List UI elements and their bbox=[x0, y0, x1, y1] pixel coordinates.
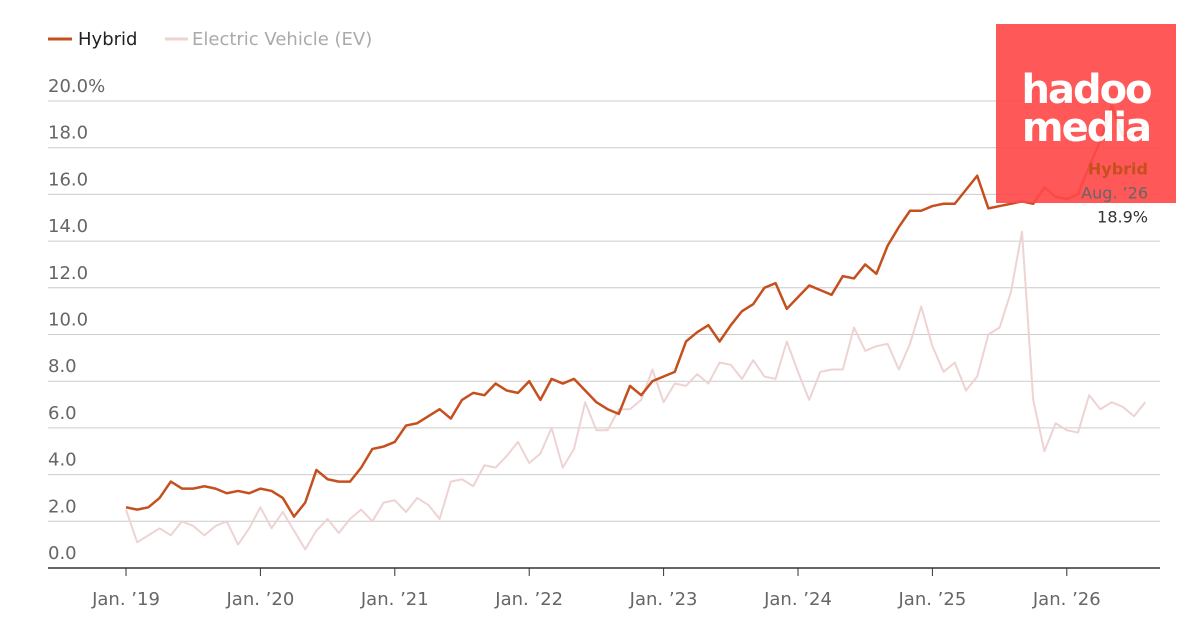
y-tick-label: 6.0 bbox=[48, 403, 77, 424]
x-tick-label: Jan. ’24 bbox=[763, 589, 832, 610]
x-tick-label: Jan. ’25 bbox=[897, 589, 966, 610]
y-tick-label: 10.0 bbox=[48, 310, 88, 331]
x-tick-label: Jan. ’23 bbox=[629, 589, 698, 610]
y-tick-label: 18.0 bbox=[48, 123, 88, 144]
annotation-date: Aug. ’26 bbox=[1081, 184, 1148, 203]
y-tick-label: 20.0% bbox=[48, 76, 105, 97]
x-tick-label: Jan. ’22 bbox=[494, 589, 563, 610]
y-tick-label: 14.0 bbox=[48, 216, 88, 237]
y-tick-label: 8.0 bbox=[48, 356, 77, 377]
legend-label: Electric Vehicle (EV) bbox=[192, 29, 372, 50]
line-1 bbox=[125, 230, 1146, 551]
line-0 bbox=[125, 104, 1146, 518]
watermark-text: hadoo bbox=[1021, 67, 1151, 113]
y-tick-label: 12.0 bbox=[48, 263, 88, 284]
watermark-text: media bbox=[1022, 105, 1150, 151]
x-tick-label: Jan. ’20 bbox=[225, 589, 294, 610]
x-tick-label: Jan. ’21 bbox=[360, 589, 429, 610]
y-tick-label: 0.0 bbox=[48, 543, 77, 564]
y-tick-label: 2.0 bbox=[48, 496, 77, 517]
x-tick-label: Jan. ’26 bbox=[1032, 589, 1101, 610]
annotation-value: 18.9% bbox=[1097, 208, 1148, 227]
watermark-box bbox=[996, 24, 1176, 203]
y-tick-label: 16.0 bbox=[48, 169, 88, 190]
legend-label: Hybrid bbox=[78, 29, 137, 50]
annotation-series: Hybrid bbox=[1088, 160, 1148, 179]
y-tick-label: 4.0 bbox=[48, 450, 77, 471]
x-tick-label: Jan. ’19 bbox=[91, 589, 160, 610]
